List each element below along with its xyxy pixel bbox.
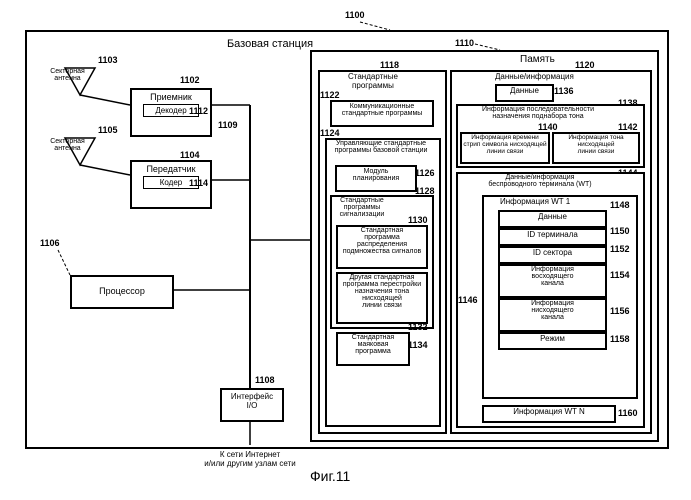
antenna2-ref: 1105	[98, 125, 118, 135]
receiver-ref: 1102	[180, 75, 200, 85]
antenna1-ref: 1103	[98, 55, 118, 65]
wt1-title: Информация WT 1	[500, 197, 570, 206]
transmitter-label: Передатчик	[132, 162, 210, 174]
term-id-box: ID терминала	[498, 228, 607, 246]
signal-subset-box: Стандартная программа распределения подм…	[336, 225, 428, 269]
tone-info-ref: 1142	[618, 122, 638, 132]
transmitter-box: Передатчик 1114 Кодер	[130, 160, 212, 209]
mode-ref: 1158	[610, 334, 630, 344]
memory-title: Память	[520, 54, 555, 65]
beacon-ref: 1134	[408, 340, 428, 350]
receiver-box: Приемник 1112 Декодер	[130, 88, 212, 137]
transmitter-ref: 1104	[180, 150, 200, 160]
wt1-data-box: Данные	[498, 210, 607, 228]
memory-ref: 1110	[455, 38, 474, 48]
processor-box: Процессор	[70, 275, 174, 309]
data-box-ref: 1136	[554, 86, 574, 96]
scheduler-box: Модуль планирования	[335, 165, 417, 192]
processor-ref: 1106	[40, 238, 60, 248]
uplink-ref: 1154	[610, 270, 630, 280]
data-info-ref: 1120	[575, 60, 595, 70]
strip-time-box: Информация времени стрип символа нисходя…	[460, 132, 550, 164]
sector-id-ref: 1152	[610, 244, 630, 254]
io-box: Интерфейс I/O	[220, 388, 284, 422]
wt1-ref: 1146	[458, 295, 478, 305]
tone-info-box: Информация тона нисходящей линии связи	[552, 132, 640, 164]
sector-id-box: ID сектора	[498, 246, 607, 264]
strip-time-ref: 1140	[538, 122, 558, 132]
antenna2-label: Секторная антенна	[40, 138, 95, 152]
bus-ref: 1109	[218, 120, 238, 130]
tone-seq-label: Информация последовательности назначения…	[458, 106, 618, 120]
downlink-ref: 1156	[610, 306, 630, 316]
tone-reassign-ref: 1132	[408, 322, 428, 332]
scheduler-ref: 1126	[415, 168, 435, 178]
ctrl-routines-label: Управляющие стандартные программы базово…	[328, 140, 434, 154]
encoder-ref: 1114	[189, 178, 208, 188]
std-routines-title: Стандартные программы	[348, 72, 398, 90]
receiver-label: Приемник	[132, 90, 210, 102]
comm-routines-box: Коммуникационные стандартные программы	[330, 100, 434, 127]
ctrl-routines-ref: 1124	[320, 128, 340, 138]
io-note: К сети Интернет и/или другим узлам сети	[180, 450, 320, 468]
downlink-box: Информация нисходящего канала	[498, 298, 607, 332]
wt-n-box: Информация WT N	[482, 405, 616, 423]
signaling-label: Стандартные программы сигнализации	[332, 197, 392, 218]
data-info-title: Данные/информация	[495, 72, 574, 81]
std-routines-ref: 1118	[380, 60, 399, 70]
decoder-ref: 1112	[189, 106, 208, 116]
comm-routines-ref: 1122	[320, 90, 340, 100]
beacon-box: Стандартная маяковая программа	[336, 332, 410, 366]
data-box: Данные	[495, 84, 554, 102]
uplink-box: Информация восходящего канала	[498, 264, 607, 298]
figure-caption: Фиг.11	[310, 468, 350, 484]
io-ref: 1108	[255, 375, 275, 385]
mode-box: Режим	[498, 332, 607, 350]
wt-info-label: Данные/информация беспроводного терминал…	[460, 174, 620, 188]
antenna1-label: Секторная антенна	[40, 68, 95, 82]
wt1-data-ref: 1148	[610, 200, 630, 210]
wt-n-ref: 1160	[618, 408, 638, 418]
tone-reassign-box: Другая стандартная программа перестройки…	[336, 272, 428, 324]
signal-subset-ref: 1130	[408, 215, 428, 225]
term-id-ref: 1150	[610, 226, 630, 236]
